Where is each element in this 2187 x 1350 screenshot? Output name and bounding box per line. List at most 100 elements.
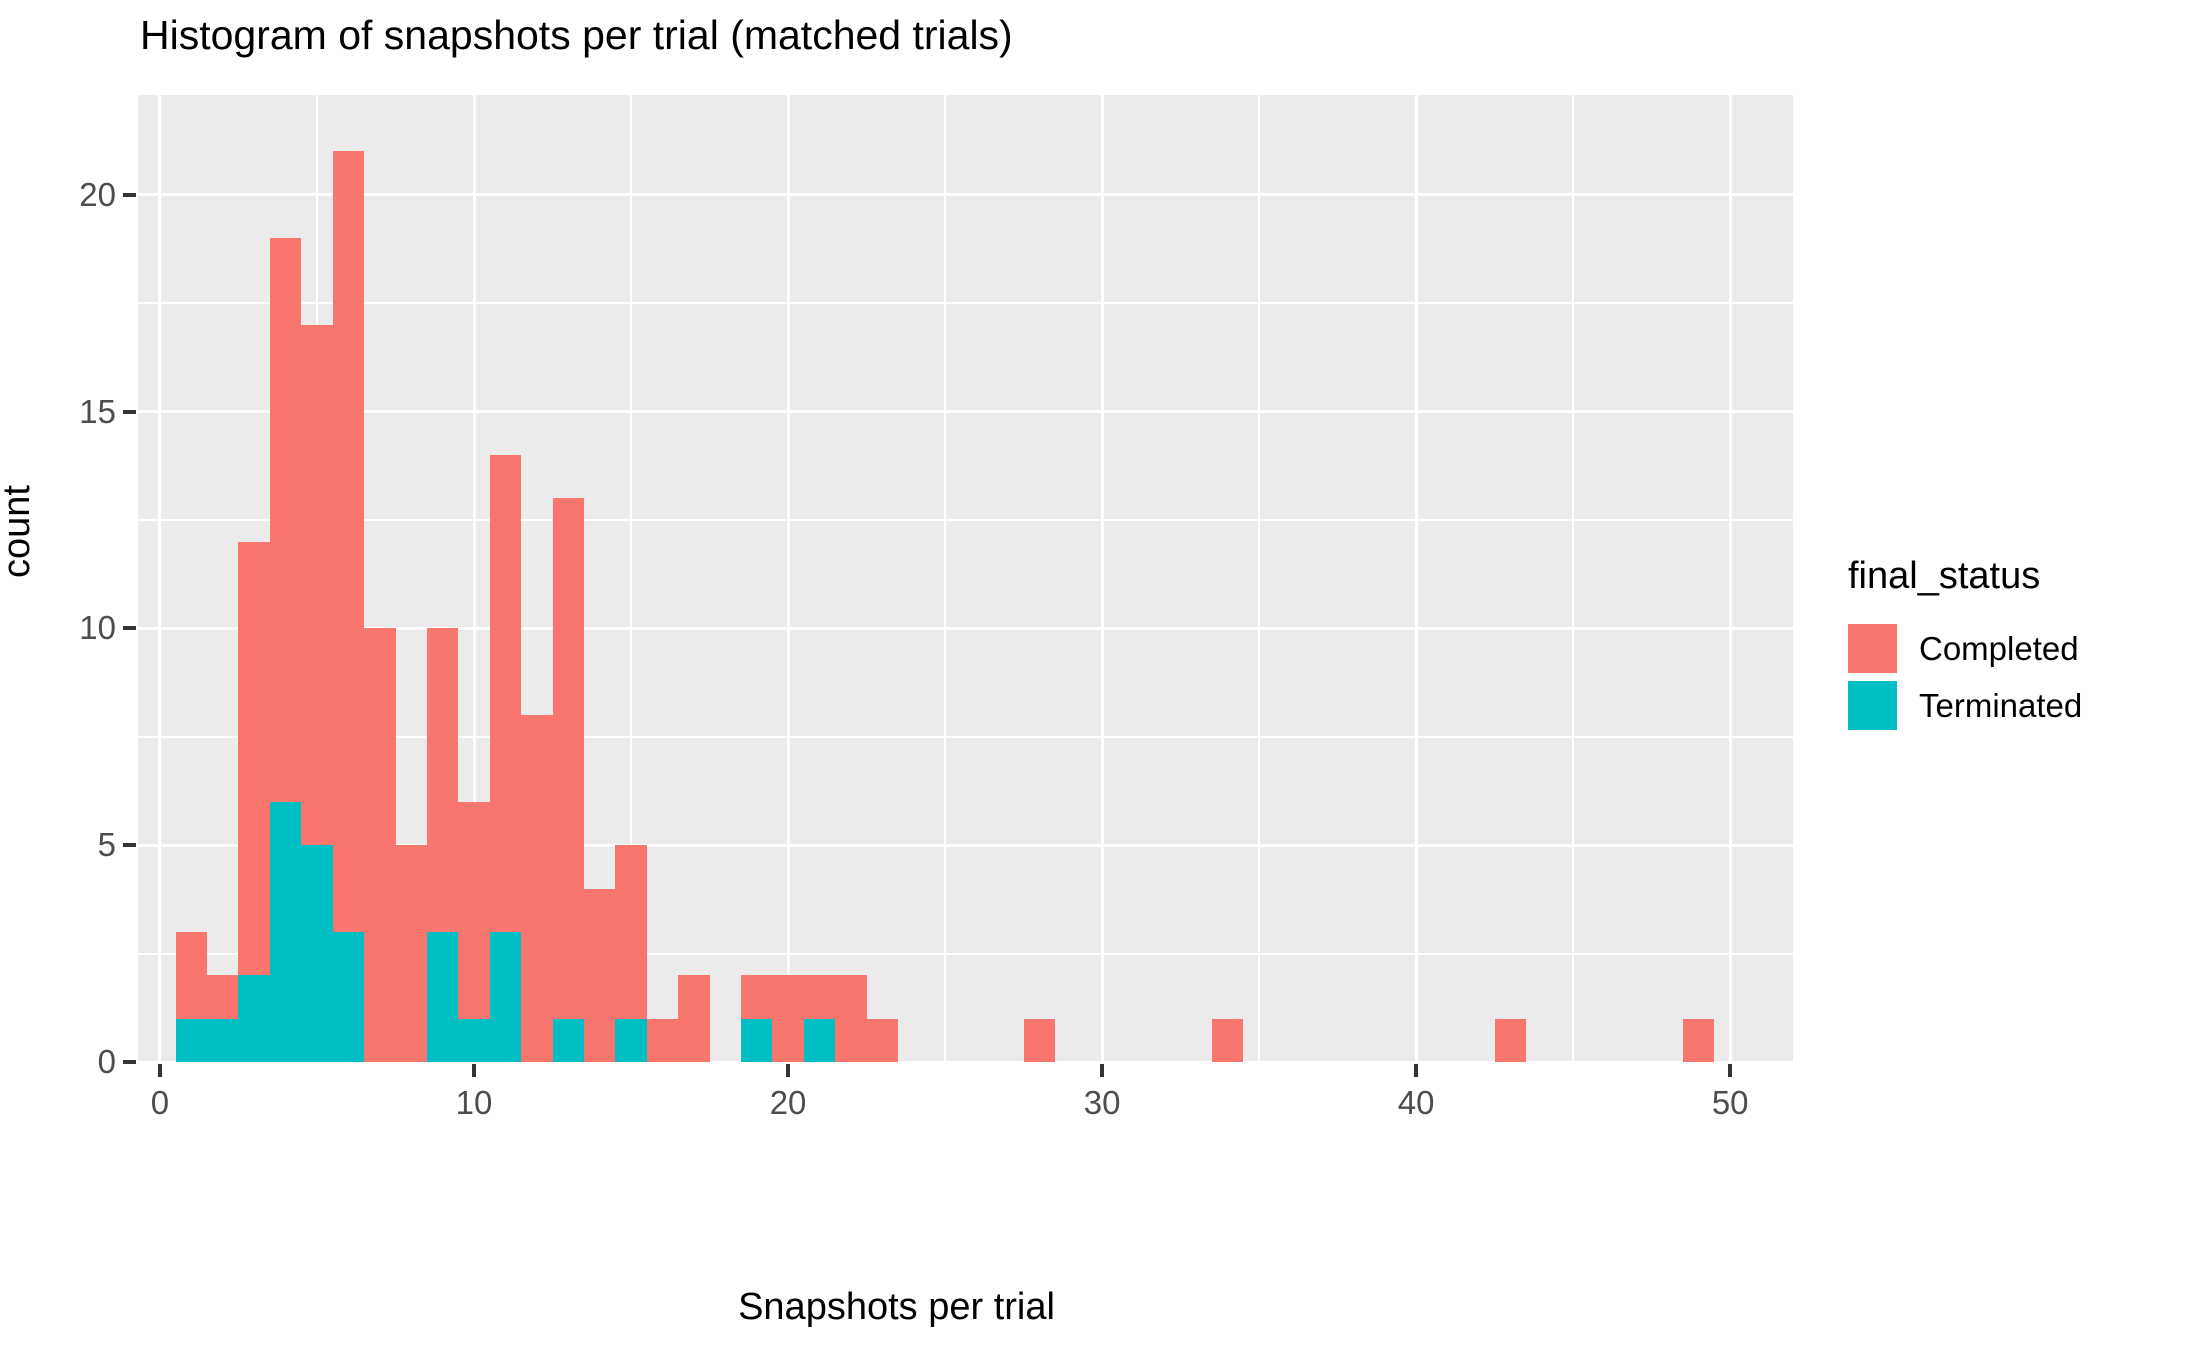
bar-segment-completed xyxy=(426,628,459,932)
bar-segment-completed xyxy=(740,975,773,1019)
x-tick-mark xyxy=(472,1064,477,1077)
bar-segment-terminated xyxy=(458,1018,490,1062)
legend-title: final_status xyxy=(1848,555,2041,597)
gridline-minor-vertical xyxy=(1258,95,1261,1062)
gridline-major-vertical xyxy=(1414,95,1418,1062)
bar-segment-completed xyxy=(238,541,270,976)
histogram-bar xyxy=(521,715,553,1062)
histogram-bar xyxy=(1212,1018,1244,1062)
y-tick-label: 15 xyxy=(79,392,116,430)
bar-segment-terminated xyxy=(332,931,365,1062)
gridline-minor-horizontal xyxy=(138,302,1793,305)
y-tick-mark xyxy=(123,626,136,631)
gridline-major-horizontal xyxy=(138,1060,1793,1064)
x-tick-mark xyxy=(1100,1064,1105,1077)
x-tick-mark xyxy=(157,1064,162,1077)
legend-item[interactable]: Completed xyxy=(1848,624,2082,673)
gridline-minor-horizontal xyxy=(138,735,1793,738)
bar-segment-completed xyxy=(772,975,804,1062)
bar-segment-completed xyxy=(332,151,365,932)
y-tick-label: 0 xyxy=(97,1043,116,1080)
gridline-minor-horizontal xyxy=(138,952,1793,955)
histogram-bar xyxy=(269,238,302,1062)
histogram-bar xyxy=(301,324,333,1062)
bar-segment-completed xyxy=(803,975,836,1019)
y-tick-label: 10 xyxy=(79,609,116,647)
bar-segment-completed xyxy=(1494,1018,1527,1062)
bar-segment-terminated xyxy=(175,1018,208,1062)
x-tick-label: 30 xyxy=(1083,1084,1121,1121)
histogram-bar xyxy=(207,975,239,1062)
gridline-major-horizontal xyxy=(138,843,1793,847)
bar-segment-completed xyxy=(866,1018,898,1062)
histogram-bar xyxy=(740,975,773,1062)
histogram-bar xyxy=(646,1018,679,1062)
legend-swatch-icon xyxy=(1848,681,1897,730)
bar-segment-completed xyxy=(1212,1018,1244,1062)
histogram-bar xyxy=(552,498,584,1062)
histogram-bar xyxy=(615,845,647,1062)
bar-segment-completed xyxy=(364,628,396,1062)
histogram-bar xyxy=(583,888,616,1062)
legend: final_status Completed Terminated xyxy=(1848,555,2082,738)
legend-key xyxy=(1848,624,1897,673)
histogram-bar xyxy=(332,151,365,1062)
histogram-bar xyxy=(835,975,867,1062)
bar-segment-completed xyxy=(1683,1018,1715,1062)
bar-segment-completed xyxy=(175,931,208,1019)
bar-segment-terminated xyxy=(238,975,270,1062)
gridline-major-horizontal xyxy=(138,626,1793,630)
histogram-bar xyxy=(364,628,396,1062)
page-title: Histogram of snapshots per trial (matche… xyxy=(140,12,1013,58)
bar-segment-completed xyxy=(835,975,867,1062)
gridline-minor-vertical xyxy=(944,95,947,1062)
bar-segment-completed xyxy=(489,454,522,932)
legend-item[interactable]: Terminated xyxy=(1848,681,2082,730)
y-axis-title: count xyxy=(0,485,38,578)
bar-segment-terminated xyxy=(301,845,333,1062)
y-tick-mark xyxy=(123,843,136,848)
x-tick-mark xyxy=(1728,1064,1733,1077)
gridline-major-vertical xyxy=(786,95,790,1062)
histogram-bar xyxy=(803,975,836,1062)
gridline-major-vertical xyxy=(1728,95,1732,1062)
bar-segment-terminated xyxy=(207,1018,239,1062)
y-tick-mark xyxy=(123,192,136,197)
histogram-bar xyxy=(238,541,270,1062)
gridline-major-horizontal xyxy=(138,410,1793,414)
bar-segment-terminated xyxy=(489,931,522,1062)
bar-segment-terminated xyxy=(552,1018,584,1062)
bar-segment-completed xyxy=(521,715,553,1062)
bar-segment-completed xyxy=(678,975,710,1062)
bar-segment-terminated xyxy=(269,801,302,1062)
histogram-bar xyxy=(1683,1018,1715,1062)
gridline-minor-vertical xyxy=(1572,95,1575,1062)
bar-segment-completed xyxy=(646,1018,679,1062)
x-tick-label: 40 xyxy=(1397,1084,1435,1121)
bar-segment-terminated xyxy=(740,1018,773,1062)
histogram-bar xyxy=(458,801,490,1062)
legend-items: Completed Terminated xyxy=(1848,624,2082,730)
x-tick-label: 0 xyxy=(150,1084,170,1121)
x-tick-mark xyxy=(786,1064,791,1077)
gridline-major-vertical xyxy=(472,95,476,1062)
x-tick-mark xyxy=(1414,1064,1419,1077)
bar-segment-completed xyxy=(1023,1018,1055,1062)
y-tick-mark xyxy=(123,1060,136,1064)
bar-segment-completed xyxy=(552,498,584,1019)
bar-segment-terminated xyxy=(615,1018,647,1062)
histogram-bar xyxy=(489,454,522,1062)
gridline-major-vertical xyxy=(1100,95,1104,1062)
y-tick-mark xyxy=(123,409,136,414)
bar-segment-terminated xyxy=(426,931,459,1062)
histogram-bar xyxy=(426,628,459,1062)
x-tick-label: 50 xyxy=(1711,1084,1749,1121)
histogram-bar xyxy=(175,931,208,1062)
legend-label: Terminated xyxy=(1919,686,2083,724)
gridline-major-horizontal xyxy=(138,193,1793,197)
y-tick-label: 5 xyxy=(97,826,116,864)
x-axis-title: Snapshots per trial xyxy=(738,1286,1055,1328)
gridline-major-vertical xyxy=(158,95,162,1062)
bar-segment-completed xyxy=(207,975,239,1019)
bar-segment-completed xyxy=(458,801,490,1019)
